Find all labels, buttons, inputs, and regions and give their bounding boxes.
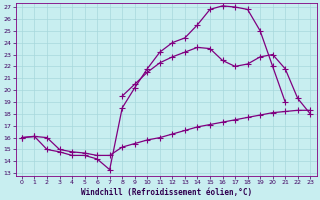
X-axis label: Windchill (Refroidissement éolien,°C): Windchill (Refroidissement éolien,°C): [81, 188, 252, 197]
